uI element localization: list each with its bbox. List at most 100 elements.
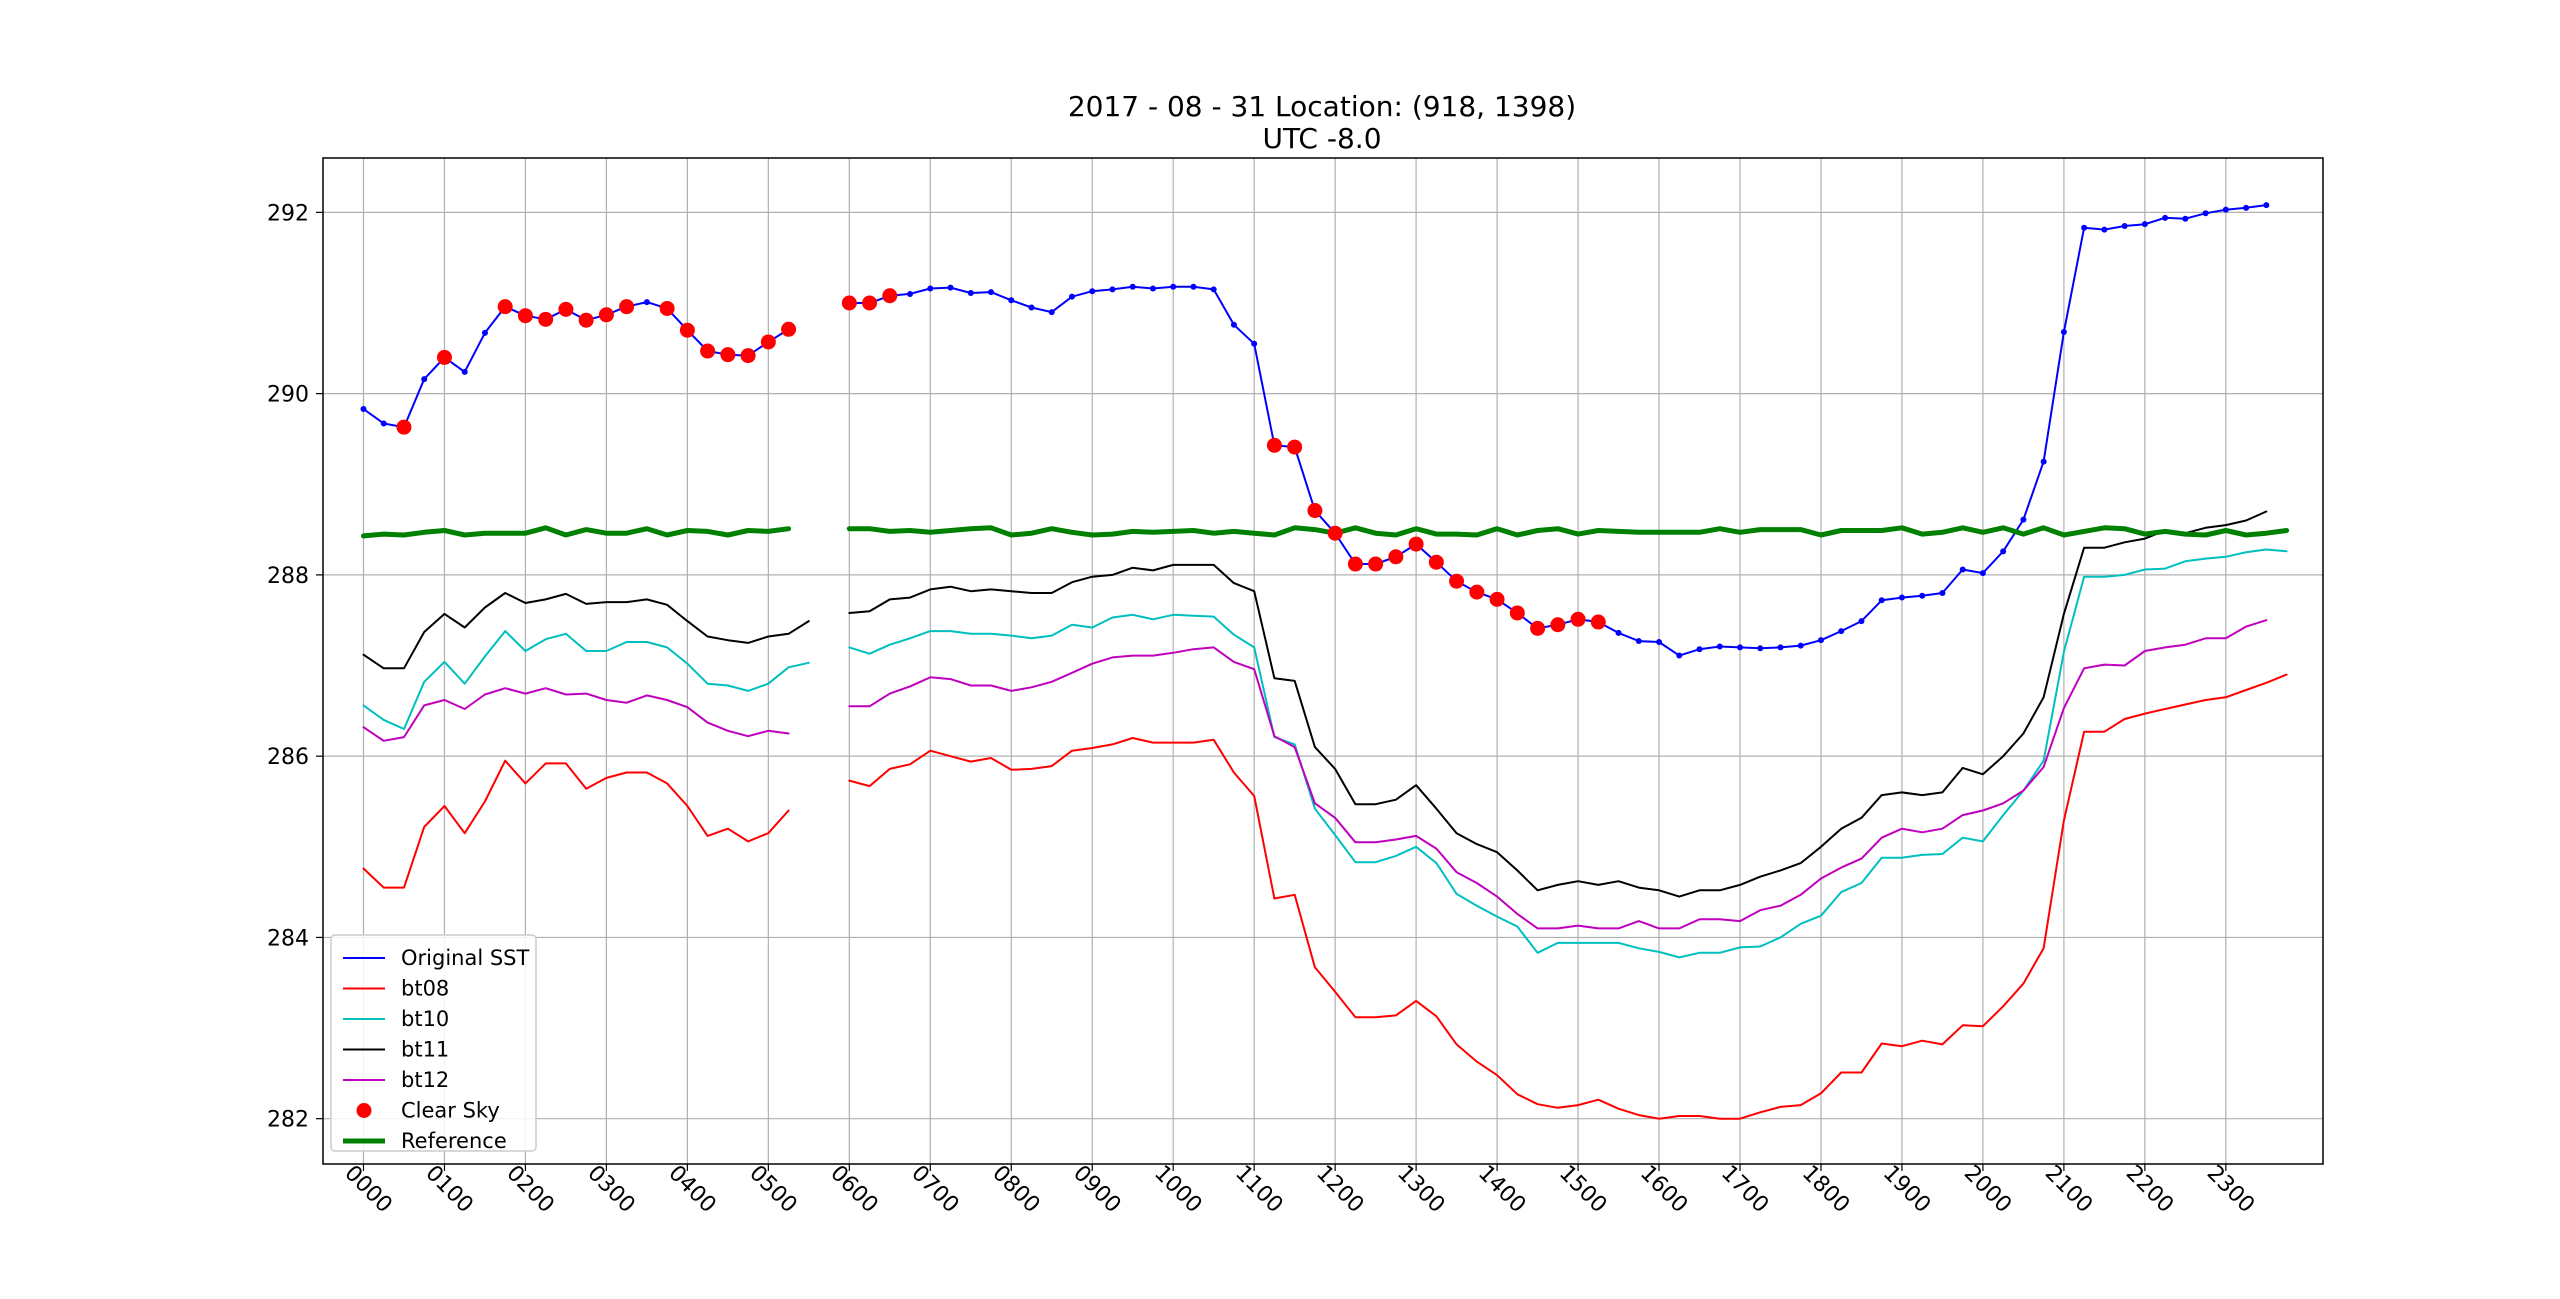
original-sst-point <box>1737 644 1744 651</box>
original-sst-point <box>1068 293 1075 300</box>
original-sst-point <box>1129 283 1136 290</box>
clear-sky-point <box>659 300 675 316</box>
clear-sky-point <box>1428 554 1444 570</box>
original-sst-point <box>1251 340 1258 347</box>
original-sst-point <box>967 290 974 297</box>
bt12-line <box>362 687 790 742</box>
original-sst-point <box>2222 206 2229 213</box>
original-sst-point <box>1109 286 1116 293</box>
legend: Original SST bt08 bt10 bt11 bt12 Clear Sky Ref… <box>330 934 537 1153</box>
bt08-line <box>848 673 2288 1120</box>
original-sst-point <box>1230 321 1237 328</box>
original-sst-point <box>1190 283 1197 290</box>
bt10-line <box>848 548 2288 959</box>
chart-title-line2: UTC -8.0 <box>1262 122 1381 155</box>
original-sst-point <box>2162 214 2169 221</box>
original-sst-point <box>988 289 995 296</box>
reference-line <box>846 525 2290 538</box>
original-sst-point <box>2000 548 2007 555</box>
clear-sky-point <box>578 312 594 328</box>
bt11-line <box>848 510 2268 898</box>
clear-sky-point <box>497 299 513 315</box>
clear-sky-point <box>1509 605 1525 621</box>
clear-sky-point <box>720 347 736 363</box>
original-sst-point <box>481 329 488 336</box>
clear-sky-point <box>1489 591 1505 607</box>
clear-sky-point <box>1307 503 1323 519</box>
clear-sky-point <box>1590 614 1606 630</box>
original-sst-point <box>1777 644 1784 651</box>
clear-sky-point <box>760 334 776 350</box>
clear-sky-point <box>1287 439 1303 455</box>
original-sst-point <box>2060 329 2067 336</box>
original-sst-point <box>2101 226 2108 233</box>
original-sst-point <box>1939 590 1946 597</box>
original-sst-point <box>461 368 468 375</box>
clear-sky-point <box>781 321 797 337</box>
clear-sky-point <box>619 299 635 315</box>
original-sst-point <box>1149 285 1156 292</box>
original-sst-point <box>2121 222 2128 229</box>
original-sst-point <box>2020 516 2027 523</box>
original-sst-point <box>1615 629 1622 636</box>
bt11-line <box>362 592 810 670</box>
original-sst-point <box>1635 638 1642 645</box>
y-tick-label: 288 <box>267 564 309 589</box>
original-sst-point <box>907 290 914 297</box>
original-sst-point <box>1048 309 1055 316</box>
original-sst-line <box>362 301 790 429</box>
original-sst-point <box>1919 592 1926 599</box>
clear-sky-point <box>396 419 412 435</box>
original-sst-point <box>2182 215 2189 222</box>
y-tick-label: 290 <box>267 383 309 408</box>
original-sst-point <box>2141 221 2148 228</box>
clear-sky-point <box>1550 617 1566 633</box>
legend-label-clear-sky: Clear Sky <box>401 1099 500 1123</box>
clear-sky-point <box>517 308 533 324</box>
legend-label-original-sst: Original SST <box>401 946 530 970</box>
clear-sky-point <box>1266 437 1282 453</box>
legend-swatch-clear-sky <box>356 1103 372 1118</box>
original-sst-point <box>2243 204 2250 211</box>
original-sst-point <box>927 285 934 292</box>
original-sst-point <box>1757 645 1764 652</box>
clear-sky-point <box>679 322 695 338</box>
clear-sky-point <box>1368 556 1384 572</box>
y-tick-label: 286 <box>267 745 309 770</box>
original-sst-point <box>2081 224 2088 231</box>
y-tick-label: 292 <box>267 201 309 226</box>
chart-title-line1: 2017 - 08 - 31 Location: (918, 1398) <box>1068 90 1576 123</box>
original-sst-point <box>1959 566 1966 573</box>
original-sst-point <box>1008 297 1015 304</box>
original-sst-point <box>1210 286 1217 293</box>
original-sst-point <box>1089 288 1096 295</box>
original-sst-point <box>2202 210 2209 217</box>
clear-sky-point <box>862 295 878 311</box>
clear-sky-point <box>436 349 452 365</box>
original-sst-point <box>1979 570 1986 577</box>
clear-sky-point <box>740 348 756 364</box>
clear-sky-point <box>1530 620 1546 636</box>
original-sst-point <box>360 406 367 413</box>
legend-label-bt11: bt11 <box>401 1038 449 1062</box>
clear-sky-point <box>538 311 554 327</box>
y-tick-label: 282 <box>267 1108 309 1133</box>
bt12-line <box>848 619 2268 930</box>
clear-sky-point <box>558 301 574 317</box>
clear-sky-point <box>1327 525 1343 541</box>
bt08-line <box>362 759 790 889</box>
grid-lines <box>323 158 2323 1164</box>
clear-sky-point <box>1449 573 1465 589</box>
original-sst-point <box>1817 637 1824 644</box>
series-lines <box>361 204 2290 1120</box>
clear-sky-point <box>882 288 898 304</box>
legend-label-bt08: bt08 <box>401 977 449 1001</box>
original-sst-point <box>1898 594 1905 601</box>
plot-frame <box>322 157 2324 1165</box>
clear-sky-point <box>1469 584 1485 600</box>
original-sst-point <box>1878 597 1885 604</box>
original-sst-point <box>1028 304 1035 311</box>
clear-sky-point <box>1347 556 1363 572</box>
bt10-line <box>362 630 810 730</box>
